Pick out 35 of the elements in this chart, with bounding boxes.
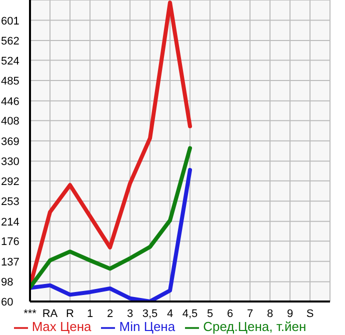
x-tick-label: 8 — [266, 308, 274, 320]
x-tick-label: R — [66, 308, 74, 320]
x-tick-label: 9 — [286, 308, 294, 320]
y-tick-label: 253 — [1, 196, 20, 208]
x-tick-label: 1 — [86, 308, 94, 320]
y-tick-label: 562 — [1, 36, 20, 48]
x-tick-label: 2 — [106, 308, 114, 320]
x-tick-label: 3 — [126, 308, 134, 320]
y-tick-label: 60 — [1, 296, 14, 308]
y-tick-label: 330 — [1, 156, 20, 168]
x-tick-label: 4,5 — [182, 308, 198, 320]
x-tick-label: S — [306, 308, 314, 320]
y-tick-label: 524 — [1, 55, 20, 68]
x-tick-label: 3,5 — [142, 308, 158, 320]
legend-label: Max Цена — [32, 319, 92, 334]
x-tick-label: 4 — [166, 308, 174, 320]
y-tick-label: 446 — [1, 96, 20, 108]
y-tick-label: 485 — [1, 76, 20, 88]
y-tick-label: 98 — [1, 276, 14, 289]
x-tick-label: 7 — [246, 308, 254, 320]
y-tick-label: 292 — [1, 176, 20, 188]
legend-label: Min Цена — [119, 319, 176, 334]
y-tick-label: 408 — [1, 116, 20, 128]
legend-label: Сред.Цена, т.йен — [203, 319, 306, 334]
y-tick-label: 369 — [1, 136, 20, 148]
y-tick-label: 214 — [1, 216, 20, 228]
x-tick-label: 6 — [226, 308, 234, 320]
y-tick-label: 176 — [1, 236, 20, 248]
x-tick-label: 5 — [206, 308, 214, 320]
x-tick-label: RA — [42, 308, 58, 320]
line-series — [30, 168, 192, 302]
y-tick-label: 137 — [1, 256, 20, 268]
x-tick-label: *** — [24, 308, 38, 320]
line-series — [30, 146, 192, 290]
y-tick-label: 601 — [1, 15, 20, 28]
